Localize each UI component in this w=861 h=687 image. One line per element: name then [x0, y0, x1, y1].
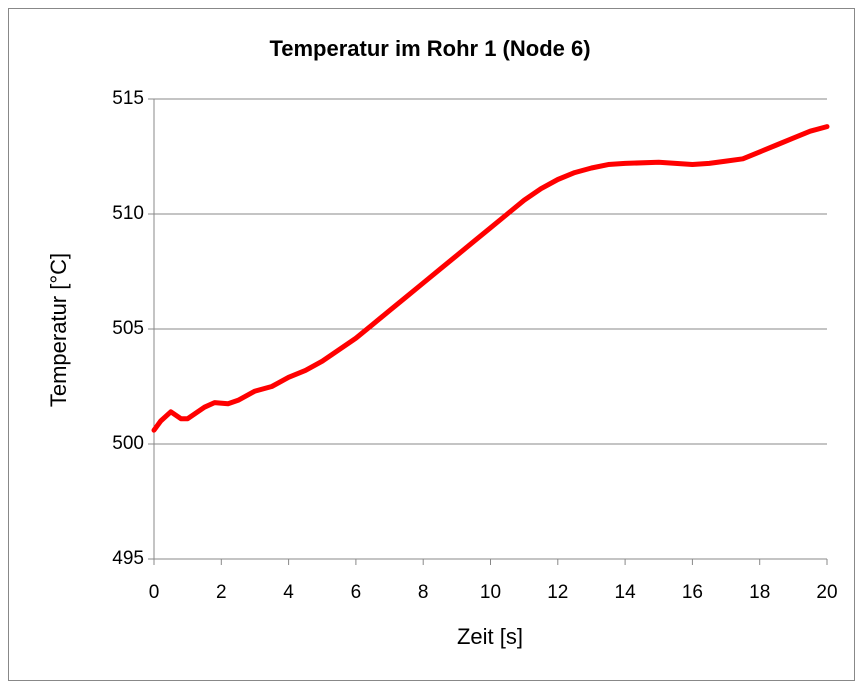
data-line — [151, 124, 830, 433]
x-tick-label: 2 — [216, 582, 227, 603]
chart-title: Temperatur im Rohr 1 (Node 6) — [269, 36, 590, 61]
y-tick-label: 510 — [112, 203, 144, 224]
x-tick-label: 14 — [615, 582, 637, 603]
x-tick-label: 12 — [547, 582, 568, 603]
y-tick-label: 500 — [112, 433, 144, 454]
x-tick-label: 8 — [418, 582, 429, 603]
y-tick-label: 515 — [112, 88, 144, 109]
x-tick-label: 6 — [351, 582, 362, 603]
x-tick-label: 4 — [283, 582, 294, 603]
y-tick-label: 505 — [112, 318, 144, 339]
x-axis-title: Zeit [s] — [457, 624, 523, 649]
x-tick-label: 16 — [682, 582, 703, 603]
x-tick-label: 18 — [749, 582, 770, 603]
x-tick-label: 20 — [816, 582, 837, 603]
y-tick-label: 495 — [112, 548, 144, 569]
x-tick-label: 10 — [480, 582, 501, 603]
x-tick-label: 0 — [149, 582, 160, 603]
y-axis-title: Temperatur [°C] — [46, 253, 71, 407]
chart-frame — [8, 8, 855, 681]
